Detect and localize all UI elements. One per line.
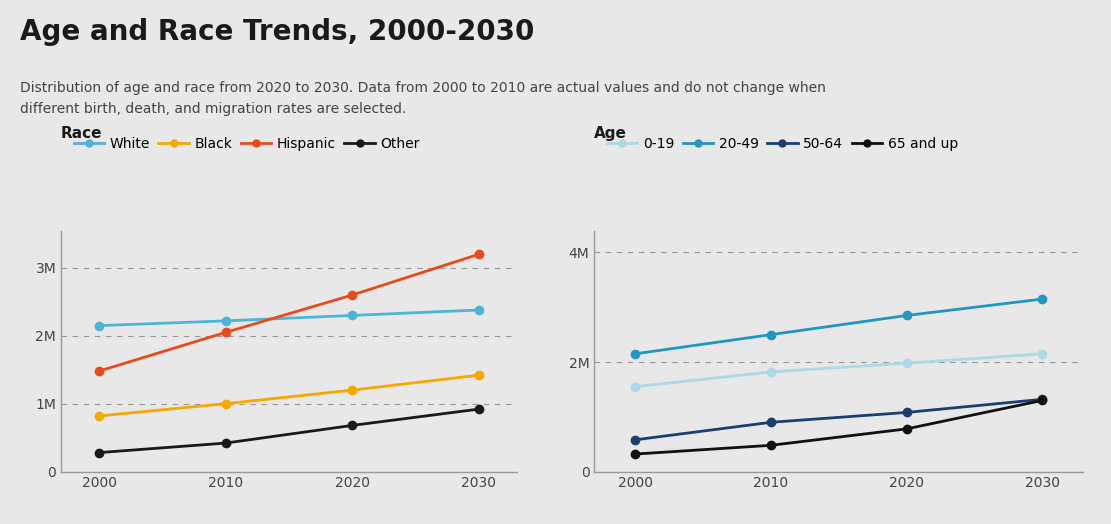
Legend: White, Black, Hispanic, Other: White, Black, Hispanic, Other <box>68 132 426 157</box>
Text: Age and Race Trends, 2000-2030: Age and Race Trends, 2000-2030 <box>20 18 534 46</box>
Text: Race: Race <box>61 126 102 141</box>
Text: Distribution of age and race from 2020 to 2030. Data from 2000 to 2010 are actua: Distribution of age and race from 2020 t… <box>20 81 825 116</box>
Legend: 0-19, 20-49, 50-64, 65 and up: 0-19, 20-49, 50-64, 65 and up <box>601 132 963 157</box>
Text: Age: Age <box>594 126 628 141</box>
